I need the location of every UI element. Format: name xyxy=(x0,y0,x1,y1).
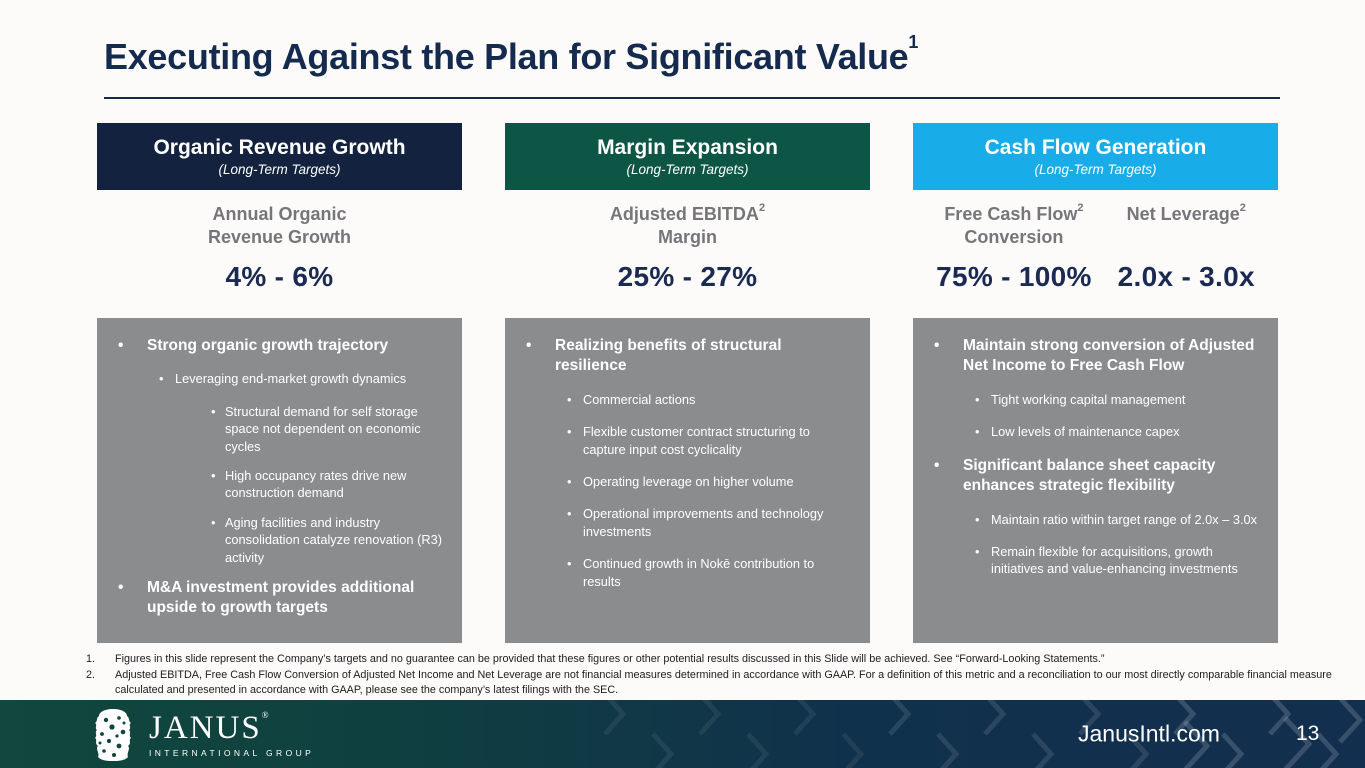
column-header-margin-expansion: Margin Expansion (Long-Term Targets) xyxy=(505,123,870,190)
stats-cash-flow-generation: Free Cash Flow2 Conversion 75% - 100% Net… xyxy=(913,190,1278,318)
bullet-icon: • xyxy=(975,543,980,559)
column-margin-expansion: Margin Expansion (Long-Term Targets) Adj… xyxy=(505,123,870,643)
bullet-item: • Operational improvements and technology… xyxy=(567,506,824,539)
bullet-item: • High occupancy rates drive new construc… xyxy=(211,468,407,501)
column-header-organic-revenue-growth: Organic Revenue Growth (Long-Term Target… xyxy=(97,123,462,190)
column-header-subtitle: (Long-Term Targets) xyxy=(218,162,341,177)
stat-free-cash-flow-conversion: Free Cash Flow2 Conversion 75% - 100% xyxy=(936,202,1092,293)
bullet-icon: • xyxy=(567,506,572,522)
logo-text: JANUS® INTERNATIONAL GROUP xyxy=(149,710,315,759)
footnote-text: Adjusted EBITDA, Free Cash Flow Conversi… xyxy=(115,668,1332,697)
bullet-item: • Maintain ratio within target range of 2… xyxy=(975,511,1258,527)
bullet-icon: • xyxy=(934,337,940,354)
stat-adjusted-ebitda-margin: Adjusted EBITDA2 Margin 25% - 27% xyxy=(609,202,766,293)
stat-value: 2.0x - 3.0x xyxy=(1117,261,1255,292)
bullet-item: • Commercial actions xyxy=(567,391,696,407)
bullet-item: • Structural demand for self storage spac… xyxy=(211,403,421,454)
footnote-text: Figures in this slide represent the Comp… xyxy=(115,653,1105,665)
title-footnote-ref: 1 xyxy=(908,32,919,52)
bullet-item: • Continued growth in Nokē contribution t… xyxy=(567,556,815,589)
footer-bar: JANUS® INTERNATIONAL GROUP JanusIntl.com… xyxy=(0,700,1365,768)
bullet-icon: • xyxy=(567,474,572,490)
bullet-icon: • xyxy=(975,511,980,527)
footnote-2: 2. Adjusted EBITDA, Free Cash Flow Conve… xyxy=(86,668,1336,699)
bullet-icon: • xyxy=(159,371,164,387)
footnote-1: 1. Figures in this slide represent the C… xyxy=(86,652,1336,668)
stat-net-leverage: Net Leverage2 2.0x - 3.0x xyxy=(1117,202,1255,293)
stat-value: 4% - 6% xyxy=(225,261,334,292)
bullet-item: • Strong organic growth trajectory xyxy=(115,336,444,356)
bullet-icon: • xyxy=(567,424,572,440)
website-link[interactable]: JanusIntl.com xyxy=(1078,720,1220,747)
bullet-icon: • xyxy=(211,514,216,530)
page-title: Executing Against the Plan for Significa… xyxy=(104,32,919,77)
column-header-subtitle: (Long-Term Targets) xyxy=(626,162,749,177)
column-header-title: Margin Expansion xyxy=(597,136,778,159)
page-number: 13 xyxy=(1296,722,1320,745)
column-header-cash-flow-generation: Cash Flow Generation (Long-Term Targets) xyxy=(913,123,1278,190)
column-header-title: Organic Revenue Growth xyxy=(153,136,406,159)
registered-trademark-icon: ® xyxy=(261,710,271,720)
bullet-item: • M&A investment provides additional upsi… xyxy=(115,578,444,619)
bullet-item: • Maintain strong conversion of Adjusted … xyxy=(931,336,1260,377)
stat-value: 75% - 100% xyxy=(936,261,1092,292)
bullet-icon: • xyxy=(975,424,980,440)
bullet-item: • Flexible customer contract structuring … xyxy=(567,424,810,457)
bullet-icon: • xyxy=(118,337,124,354)
janus-logo: JANUS® INTERNATIONAL GROUP xyxy=(90,708,314,762)
title-underline xyxy=(104,97,1280,99)
stat-label: Adjusted EBITDA2 Margin xyxy=(609,202,766,248)
bullet-icon: • xyxy=(526,337,532,354)
footnote-number: 1. xyxy=(86,653,96,665)
janus-head-icon xyxy=(95,709,131,761)
column-organic-revenue-growth: Organic Revenue Growth (Long-Term Target… xyxy=(97,123,462,643)
bullet-box-organic-revenue-growth: • Strong organic growth trajectory • Lever… xyxy=(97,318,462,643)
bullet-item: • Realizing benefits of structural resili… xyxy=(523,336,852,377)
columns-container: Organic Revenue Growth (Long-Term Target… xyxy=(97,123,1278,643)
bullet-item: • Leveraging end-market growth dynamics xyxy=(159,371,407,387)
bullet-item: • Tight working capital management xyxy=(975,391,1186,407)
logo-wordmark: JANUS® xyxy=(149,710,271,746)
footnotes: 1. Figures in this slide represent the C… xyxy=(86,652,1336,699)
bullet-icon: • xyxy=(211,468,216,484)
bullet-icon: • xyxy=(118,578,124,596)
stat-annual-organic-revenue-growth: Annual Organic Revenue Growth 4% - 6% xyxy=(208,203,351,293)
stat-label: Free Cash Flow2 Conversion xyxy=(944,202,1084,248)
bullet-item: • Aging facilities and industry consolida… xyxy=(211,514,442,565)
logo-subtext: INTERNATIONAL GROUP xyxy=(149,748,315,758)
column-cash-flow-generation: Cash Flow Generation (Long-Term Targets)… xyxy=(913,123,1278,643)
column-header-subtitle: (Long-Term Targets) xyxy=(1034,162,1157,177)
bullet-icon: • xyxy=(211,403,216,419)
stats-margin-expansion: Adjusted EBITDA2 Margin 25% - 27% xyxy=(505,190,870,318)
bullet-icon: • xyxy=(567,556,572,572)
bullet-box-margin-expansion: • Realizing benefits of structural resili… xyxy=(505,318,870,643)
chevron-pattern-decoration xyxy=(603,700,1364,768)
bullet-item: • Significant balance sheet capacity enha… xyxy=(931,456,1260,497)
bullet-icon: • xyxy=(934,456,940,474)
stat-label: Net Leverage2 xyxy=(1126,202,1246,224)
bullet-item: • Operating leverage on higher volume xyxy=(567,474,794,490)
footnote-number: 2. xyxy=(86,668,96,681)
bullet-item: • Low levels of maintenance capex xyxy=(975,424,1180,440)
stats-organic-revenue-growth: Annual Organic Revenue Growth 4% - 6% xyxy=(97,190,462,318)
stat-value: 25% - 27% xyxy=(617,261,758,292)
bullet-icon: • xyxy=(975,391,980,407)
column-header-title: Cash Flow Generation xyxy=(984,136,1207,159)
bullet-icon: • xyxy=(567,391,572,407)
bullet-box-cash-flow-generation: • Maintain strong conversion of Adjusted … xyxy=(913,318,1278,643)
bullet-item: • Remain flexible for acquisitions, growt… xyxy=(975,543,1238,577)
stat-label: Annual Organic Revenue Growth xyxy=(207,204,352,248)
